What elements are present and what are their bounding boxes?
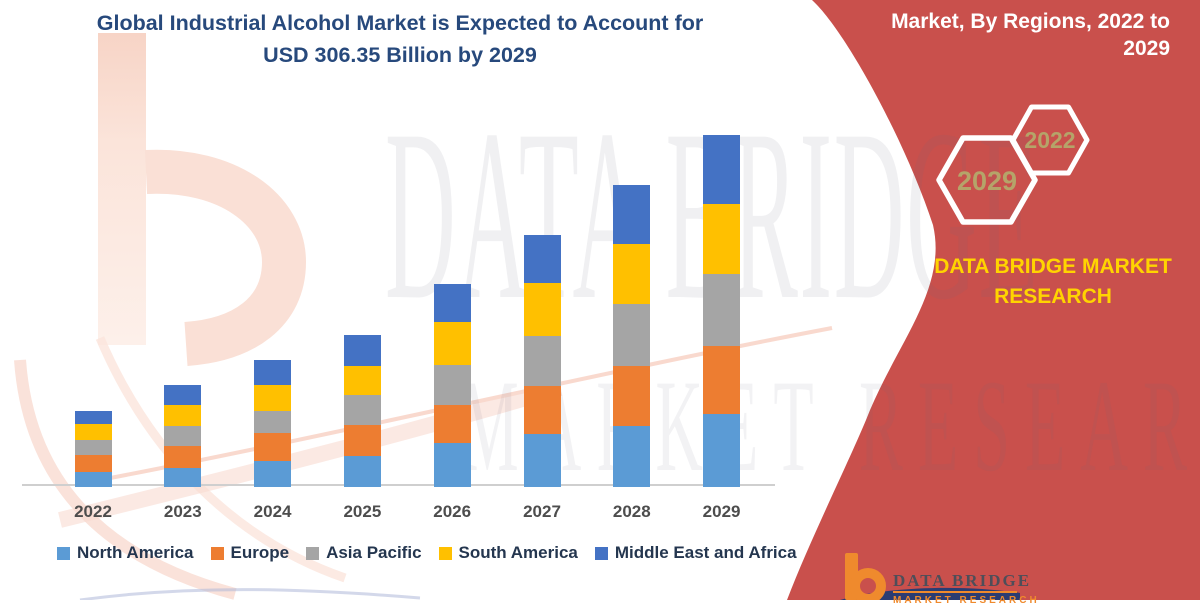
legend-item: North America: [57, 543, 194, 563]
legend-label: Europe: [230, 543, 290, 562]
x-axis-label: 2028: [612, 502, 651, 521]
legend-swatch: [594, 546, 608, 560]
x-axis-label: 2022: [74, 502, 112, 521]
bar-2022: [74, 410, 112, 487]
bar-segment-south-america: [164, 404, 202, 426]
bar-segment-middle-east-and-africa: [523, 234, 561, 284]
bar-2026: [433, 283, 471, 487]
bar-segment-europe: [254, 433, 292, 461]
bar-segment-europe: [523, 385, 561, 434]
bar-segment-asia-pacific: [703, 273, 741, 346]
x-axis-label: 2027: [523, 502, 561, 521]
bar-segment-south-america: [343, 365, 381, 396]
bar-segment-north-america: [343, 456, 381, 487]
bar-segment-south-america: [254, 384, 292, 411]
bar-segment-asia-pacific: [74, 439, 112, 455]
bar-segment-middle-east-and-africa: [254, 359, 292, 385]
legend-swatch: [306, 546, 320, 560]
legend-item: Middle East and Africa: [594, 543, 797, 563]
legend-item: Asia Pacific: [306, 543, 422, 563]
bar-2023: [164, 385, 202, 487]
bar-segment-europe: [164, 446, 202, 469]
x-axis-label: 2025: [343, 502, 382, 521]
chart-title-line2: USD 306.35 Billion by 2029: [263, 43, 537, 67]
bar-2024: [254, 359, 292, 487]
panel-heading-line1: Market, By Regions, 2022 to: [891, 10, 1170, 33]
bar-segment-north-america: [703, 414, 741, 487]
legend-swatch: [57, 546, 70, 560]
bar-segment-south-america: [74, 424, 112, 440]
bar-segment-europe: [613, 365, 651, 426]
bar-segment-europe: [343, 425, 381, 457]
bar-segment-north-america: [74, 472, 112, 487]
legend-item: South America: [438, 543, 578, 563]
legend-swatch: [438, 546, 452, 560]
bar-segment-north-america: [164, 468, 202, 487]
x-axis-label: 2023: [163, 502, 202, 521]
chart-title-line1: Global Industrial Alcohol Market is Expe…: [96, 11, 704, 35]
bar-segment-north-america: [433, 443, 471, 487]
brand-text: DATA BRIDGE MARKET RESEARCH: [934, 255, 1172, 308]
x-axis-label: 2026: [433, 502, 472, 521]
legend-label: South America: [458, 543, 578, 562]
bar-segment-south-america: [703, 203, 741, 274]
bar-2027: [523, 234, 561, 487]
legend-label: Asia Pacific: [326, 543, 422, 562]
bar-segment-asia-pacific: [164, 425, 202, 447]
x-axis-label: 2029: [702, 502, 741, 521]
bar-segment-south-america: [523, 283, 561, 337]
footer-logo-subtitle: MARKET RESEARCH: [893, 595, 1040, 606]
bar-segment-middle-east-and-africa: [343, 334, 381, 366]
bar-segment-middle-east-and-africa: [703, 134, 741, 204]
legend-item: Europe: [210, 543, 290, 563]
bar-segment-asia-pacific: [613, 303, 651, 366]
footer-logo-name: DATA BRIDGE: [893, 571, 1032, 590]
bar-segment-middle-east-and-africa: [74, 410, 112, 425]
bar-segment-middle-east-and-africa: [433, 283, 471, 323]
legend-label: North America: [77, 543, 194, 562]
bar-segment-north-america: [613, 425, 651, 487]
bar-segment-asia-pacific: [254, 410, 292, 434]
bar-segment-asia-pacific: [523, 336, 561, 386]
bar-segment-asia-pacific: [343, 395, 381, 426]
bar-segment-north-america: [254, 460, 292, 487]
bar-2029: [703, 134, 741, 487]
footer-logo-rule: [893, 591, 1017, 593]
bar-2025: [343, 334, 381, 487]
bar-segment-north-america: [523, 434, 561, 487]
bar-segment-europe: [433, 404, 471, 443]
panel-heading: Market, By Regions, 2022 to 2029: [855, 8, 1170, 62]
legend-swatch: [210, 546, 224, 560]
bar-segment-europe: [74, 454, 112, 473]
bar-segment-middle-east-and-africa: [164, 385, 202, 405]
panel-heading-line2: 2029: [1123, 37, 1170, 60]
bar-segment-south-america: [433, 322, 471, 365]
x-axis-label: 2024: [253, 502, 292, 521]
bar-segment-europe: [703, 345, 741, 414]
bar-chart: Global Industrial Alcohol Market is Expe…: [22, 7, 797, 563]
bar-segment-middle-east-and-africa: [613, 184, 651, 244]
legend-label: Middle East and Africa: [614, 543, 797, 562]
bar-segment-asia-pacific: [433, 364, 471, 405]
bar-segment-south-america: [613, 243, 651, 304]
legend: North America Europe Asia Pacific South Ame…: [57, 543, 797, 563]
chart-title: Global Industrial Alcohol Market is Expe…: [45, 7, 755, 71]
x-axis-line: [22, 484, 775, 486]
bar-2028: [613, 184, 651, 487]
